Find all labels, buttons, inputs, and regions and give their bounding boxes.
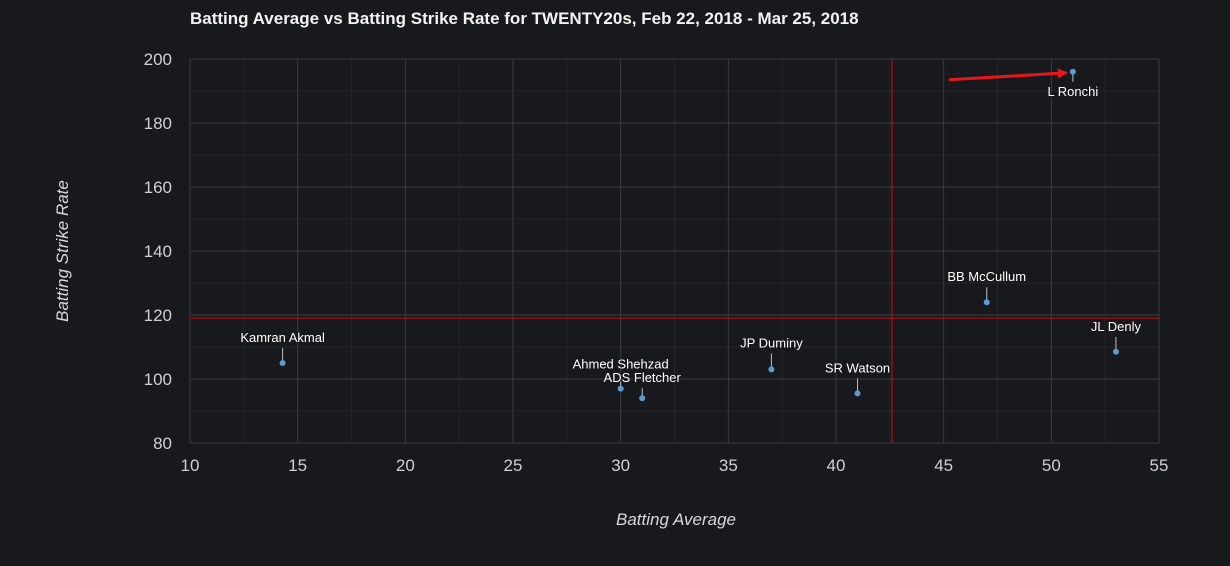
x-axis-title: Batting Average	[616, 510, 736, 529]
tick-labels: 10 15 20 25 30 35 40 45 50 55 80 100 120 140 160 180 200	[144, 50, 1169, 475]
chart-title: Batting Average vs Batting Strike Rate f…	[190, 9, 859, 28]
x-tick-label: 15	[288, 456, 307, 475]
point-label: Kamran Akmal	[240, 330, 325, 345]
data-point[interactable]	[639, 395, 646, 402]
point-label-outline: SR Watson	[825, 360, 890, 375]
data-point[interactable]	[1112, 348, 1119, 355]
x-tick-label: 35	[719, 456, 738, 475]
x-tick-label: 20	[396, 456, 415, 475]
data-point[interactable]	[1069, 68, 1076, 75]
data-point[interactable]	[983, 299, 990, 306]
y-tick-label: 160	[144, 178, 172, 197]
y-tick-label: 200	[144, 50, 172, 69]
data-point[interactable]	[768, 366, 775, 373]
reference-lines	[190, 59, 1159, 443]
y-tick-label: 100	[144, 370, 172, 389]
data-point[interactable]	[279, 360, 286, 366]
point-label: L Ronchi	[1047, 84, 1098, 99]
point-label-outline: BB McCullum	[947, 269, 1026, 284]
point-label: ADS Fletcher	[604, 370, 682, 385]
data-point[interactable]	[617, 385, 624, 392]
point-label-outline: ADS Fletcher	[604, 370, 682, 385]
annotation	[948, 68, 1068, 82]
x-tick-label: 45	[934, 456, 953, 475]
point-label-outline: Kamran Akmal	[240, 330, 325, 345]
x-tick-label: 55	[1150, 456, 1169, 475]
point-label-outline: L Ronchi	[1047, 84, 1098, 99]
x-tick-label: 40	[827, 456, 846, 475]
x-tick-label: 10	[181, 456, 200, 475]
grid	[189, 58, 1160, 444]
point-label: JL Denly	[1091, 319, 1142, 334]
point-label: JP Duminy	[740, 335, 803, 350]
y-tick-label: 140	[144, 242, 172, 261]
x-tick-label: 25	[504, 456, 523, 475]
point-label: BB McCullum	[947, 269, 1026, 284]
x-tick-label: 50	[1042, 456, 1061, 475]
y-tick-label: 80	[153, 434, 172, 453]
point-label: SR Watson	[825, 360, 890, 375]
point-label: Ahmed Shehzad	[573, 357, 669, 372]
point-label-outline: Ahmed Shehzad	[573, 357, 669, 372]
data-point[interactable]	[854, 390, 861, 397]
y-axis-title: Batting Strike Rate	[53, 180, 72, 322]
point-label-outline: JP Duminy	[740, 335, 803, 350]
point-label-outline: JL Denly	[1091, 319, 1142, 334]
annotation-arrow	[948, 68, 1068, 82]
y-tick-label: 120	[144, 306, 172, 325]
y-tick-label: 180	[144, 114, 172, 133]
x-tick-label: 30	[611, 456, 630, 475]
